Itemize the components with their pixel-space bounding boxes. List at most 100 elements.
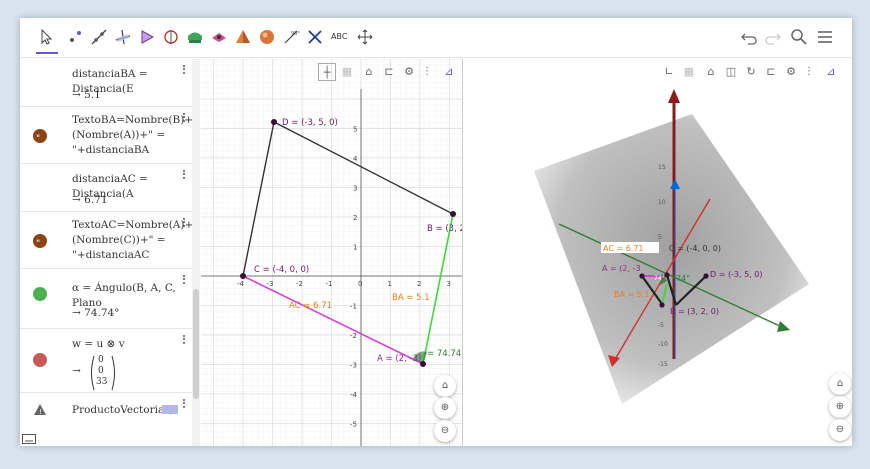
text-object-icon[interactable]: " (33, 234, 47, 249)
algebra-row-content-line3[interactable]: "+distanciaBA (72, 144, 150, 156)
redo-icon[interactable] (764, 28, 782, 46)
segment-DB[interactable] (273, 121, 454, 215)
algebra-row-content-line1[interactable]: TextoAC=Nombre(A)+" (72, 219, 199, 231)
kebab-menu-icon[interactable] (183, 397, 186, 409)
toggle-stylebar-icon[interactable]: ⊿ (826, 65, 836, 78)
segment-DC[interactable] (242, 121, 275, 277)
segment-DB-3d[interactable] (675, 275, 707, 306)
kebab-menu-icon[interactable] (183, 216, 186, 228)
point-C-3d[interactable] (664, 272, 670, 278)
perpendicular-tool-icon[interactable] (114, 28, 132, 46)
z-tick-label: -5 (658, 322, 664, 329)
point-D[interactable] (271, 119, 277, 125)
text-tool[interactable]: ABC (331, 32, 348, 41)
point-A-3d[interactable] (639, 273, 645, 279)
algebra-row-content[interactable]: distanciaBA = Distancia(E (72, 68, 148, 95)
point-D-3d[interactable] (703, 273, 709, 279)
kebab-menu-icon[interactable] (183, 63, 186, 75)
algebra-scrollbar[interactable] (192, 59, 200, 446)
y-axis-3d (558, 223, 783, 328)
zoom-out-icon[interactable]: ⊖ (434, 420, 456, 442)
view-cube-icon[interactable]: ◫ (725, 65, 737, 78)
visibility-toggle-icon[interactable] (33, 353, 47, 367)
algebra-row-ProductoVectorial[interactable]: ! ProductoVectorial( (20, 393, 192, 427)
graphics-3d-view[interactable]: AC = 6.71 C = (-4, 0, 0) D = (-3, 5, 0) … (464, 59, 852, 446)
algebra-row-content[interactable]: w = u ⊗ v (72, 338, 125, 350)
zoom-out-icon[interactable]: ⊖ (829, 419, 851, 441)
more-options-icon[interactable]: ⋮ (804, 66, 814, 77)
algebra-row-distanciaAC[interactable]: distanciaAC = Distancia(A → 6.71 (20, 164, 192, 212)
axes-toggle-icon[interactable]: ┼ (318, 63, 336, 81)
home-view-icon[interactable]: ⌂ (365, 65, 373, 78)
segment-BA[interactable] (422, 213, 454, 365)
kebab-menu-icon[interactable] (183, 333, 186, 345)
algebra-row-distanciaBA[interactable]: distanciaBA = Distancia(E → 5.1 (20, 59, 192, 107)
settings-gear-icon[interactable]: ⚙ (786, 65, 796, 78)
search-icon[interactable] (790, 28, 808, 46)
segment-CD-3d[interactable] (665, 274, 678, 306)
algebra-row-TextoAC[interactable]: " TextoAC=Nombre(A)+" (Nombre(C))+" = "+… (20, 212, 199, 269)
grid-toggle-icon[interactable]: ▦ (683, 65, 695, 78)
undo-icon[interactable] (740, 28, 758, 46)
intersect-tool-icon[interactable] (186, 28, 204, 46)
algebra-row-alpha[interactable]: α = Ángulo(B, A, C, Plano → 74.74° (20, 269, 192, 329)
pyramid-tool-icon[interactable] (234, 28, 252, 46)
polygon-tool-icon[interactable] (138, 28, 156, 46)
zoom-in-icon[interactable]: ⊕ (434, 397, 456, 419)
point-tool-icon[interactable] (66, 28, 84, 46)
home-zoom-icon[interactable]: ⌂ (434, 375, 456, 397)
algebra-row-content-line2[interactable]: (Nombre(A))+" = (72, 129, 166, 141)
algebra-row-content-line2[interactable]: (Nombre(C))+" = (72, 234, 166, 246)
move-view-tool-icon[interactable] (356, 28, 374, 46)
angle-arc[interactable] (413, 351, 427, 364)
label-angle-3d: 74° (676, 274, 690, 283)
graphics-3d-canvas[interactable]: AC = 6.71 C = (-4, 0, 0) D = (-3, 5, 0) … (464, 59, 852, 446)
more-options-icon[interactable]: ⋮ (422, 66, 432, 77)
toggle-stylebar-icon[interactable]: ⊿ (444, 65, 454, 78)
algebra-row-content[interactable]: α = Ángulo(B, A, C, Plano (72, 282, 176, 309)
rotate-icon[interactable]: ↻ (746, 65, 756, 78)
keyboard-icon[interactable] (22, 433, 36, 445)
algebra-row-content-line1[interactable]: TextoBA=Nombre(B)+" (72, 114, 198, 126)
reflect-tool-icon[interactable] (306, 28, 324, 46)
line-tool-icon[interactable] (90, 28, 108, 46)
algebra-row-TextoBA[interactable]: " TextoBA=Nombre(B)+" (Nombre(A))+" = "+… (20, 107, 198, 164)
settings-gear-icon[interactable]: ⚙ (404, 65, 414, 78)
graphics-2d-canvas[interactable]: -4 -3 -2 -1 0 1 2 3 5 4 3 2 1 -1 -2 -3 -4 -5 D = (-3, 5, … (201, 59, 463, 446)
segment-AC[interactable] (242, 275, 424, 365)
label-B-3d: B = (3, 2, 0) (670, 307, 719, 316)
y-tick-label: 4 (353, 155, 358, 163)
y-tick-label: 2 (353, 214, 357, 222)
algebra-row-content-line3[interactable]: "+distanciaAC (72, 249, 150, 261)
plane-tool-icon[interactable] (210, 28, 228, 46)
algebra-row-w[interactable]: w = u ⊗ v → 0 0 33 (20, 329, 192, 393)
point-capture-icon[interactable]: ⊏ (766, 65, 776, 78)
point-capture-icon[interactable]: ⊏ (384, 65, 394, 78)
algebra-view: distanciaBA = Distancia(E → 5.1 " TextoB… (20, 59, 200, 446)
segment-BA-3d[interactable] (661, 283, 668, 305)
text-object-icon[interactable]: " (33, 129, 47, 144)
point-B[interactable] (450, 211, 456, 217)
point-A[interactable] (420, 361, 426, 367)
point-C[interactable] (240, 273, 246, 279)
algebra-row-content[interactable]: ProductoVectorial( (72, 404, 172, 416)
segment-AB-3d[interactable] (641, 275, 663, 305)
rotate-view-tool-icon[interactable]: 90° (282, 28, 300, 46)
point-B-3d[interactable] (659, 302, 665, 308)
home-zoom-icon[interactable]: ⌂ (829, 373, 851, 395)
kebab-menu-icon[interactable] (183, 168, 186, 180)
z-axis-ticks: 15 10 5 -5 -10 -15 (658, 164, 668, 368)
kebab-menu-icon[interactable] (183, 111, 186, 123)
home-view-icon[interactable]: ⌂ (707, 65, 715, 78)
circle-tool-icon[interactable] (162, 28, 180, 46)
move-tool-icon[interactable] (38, 28, 56, 46)
sphere-tool-icon[interactable] (258, 28, 276, 46)
visibility-toggle-icon[interactable] (33, 287, 47, 301)
zoom-in-icon[interactable]: ⊕ (829, 396, 851, 418)
graphics-2d-view[interactable]: -4 -3 -2 -1 0 1 2 3 5 4 3 2 1 -1 -2 -3 -4 -5 D = (-3, 5, … (201, 59, 463, 446)
axes-toggle-icon[interactable]: ∟ (664, 65, 674, 78)
menu-icon[interactable] (816, 28, 834, 46)
algebra-row-content[interactable]: distanciaAC = Distancia(A (72, 173, 148, 200)
grid-toggle-icon[interactable]: ▦ (341, 65, 353, 78)
kebab-menu-icon[interactable] (183, 273, 186, 285)
